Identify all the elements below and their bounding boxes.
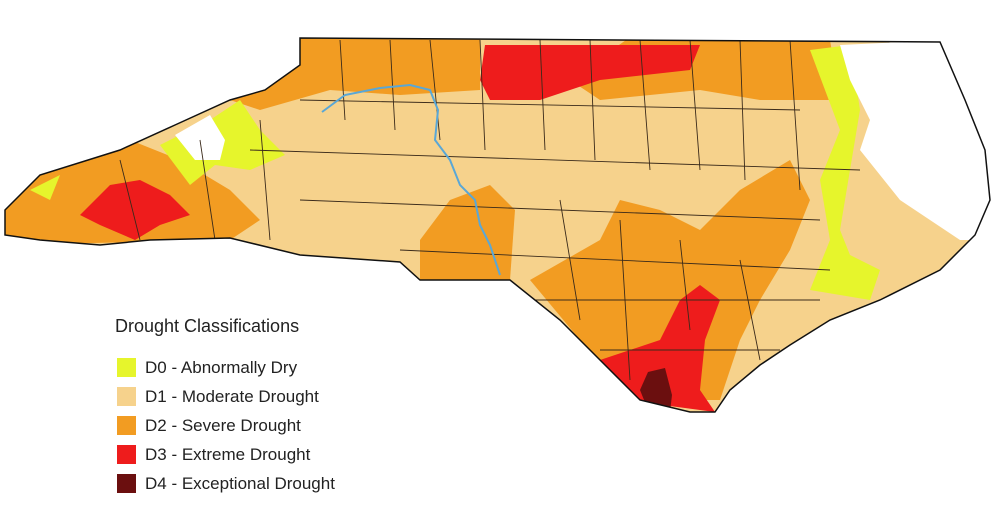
legend-title: Drought Classifications <box>115 316 299 336</box>
area-d4 <box>640 368 672 412</box>
legend-label: D0 - Abnormally Dry <box>145 358 298 377</box>
area-d3 <box>80 180 190 240</box>
legend-swatch <box>117 387 136 406</box>
area-d3 <box>480 45 700 100</box>
legend-label: D3 - Extreme Drought <box>145 445 311 464</box>
area-d3 <box>600 285 720 412</box>
legend-swatch <box>117 358 136 377</box>
legend-label: D2 - Severe Drought <box>145 416 301 435</box>
legend-swatch <box>117 416 136 435</box>
legend: Drought Classifications D0 - Abnormally … <box>115 316 335 493</box>
river <box>321 83 501 276</box>
no-drought <box>175 40 990 240</box>
area-none <box>175 115 225 160</box>
county-lines <box>119 39 861 381</box>
legend-label: D1 - Moderate Drought <box>145 387 319 406</box>
area-none <box>840 40 990 240</box>
area-d2 <box>420 185 515 280</box>
legend-swatch <box>117 474 136 493</box>
legend-swatch <box>117 445 136 464</box>
legend-label: D4 - Exceptional Drought <box>145 474 335 493</box>
state-outline <box>4 37 991 413</box>
area-d0 <box>30 175 60 200</box>
area-d2 <box>530 160 810 400</box>
area-d0 <box>810 45 880 300</box>
